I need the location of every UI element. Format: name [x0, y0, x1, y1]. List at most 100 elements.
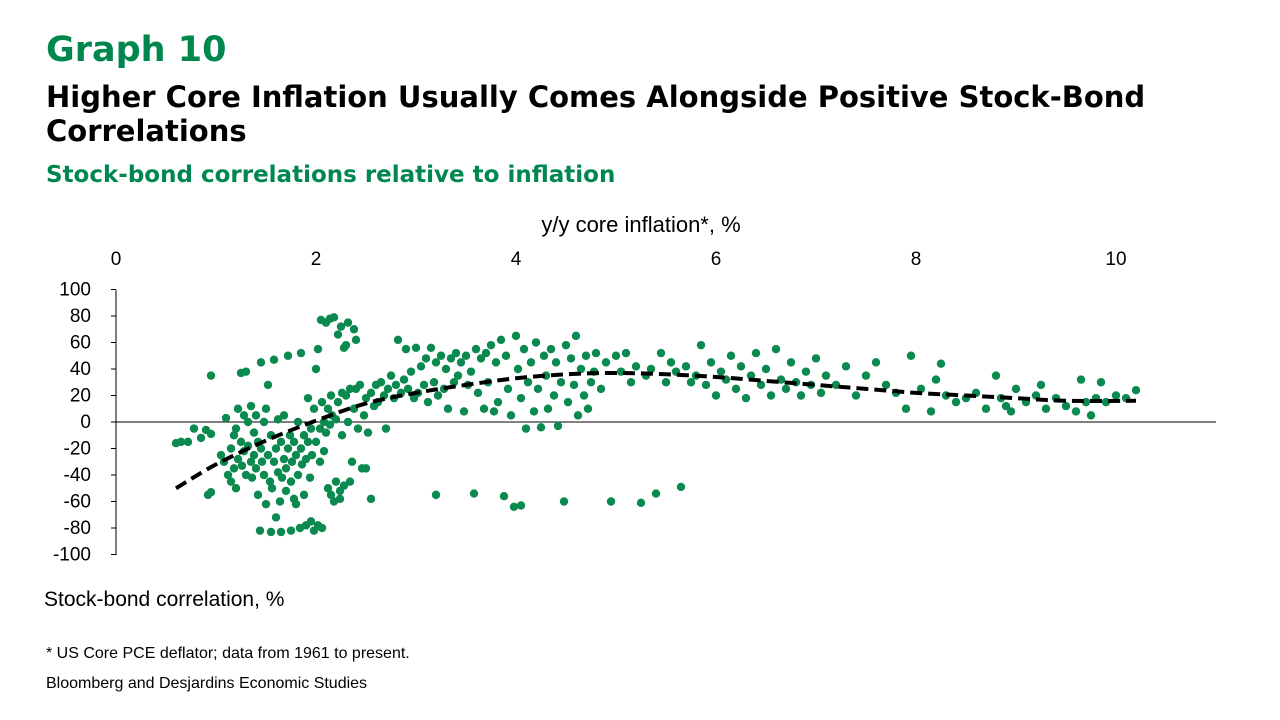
y-tick-label: 0: [80, 412, 91, 433]
data-point: [801, 367, 811, 376]
data-point: [433, 391, 443, 400]
data-point: [331, 415, 341, 424]
data-point: [281, 486, 291, 496]
data-point: [539, 351, 549, 360]
y-tick-label: 60: [70, 333, 91, 354]
data-point: [686, 378, 696, 387]
data-point: [306, 424, 316, 433]
data-point: [571, 331, 581, 341]
data-point: [275, 497, 285, 506]
data-point: [543, 404, 553, 413]
data-point: [1006, 407, 1016, 416]
data-point: [261, 404, 271, 413]
data-point: [229, 431, 239, 440]
data-point: [579, 391, 589, 400]
data-point: [347, 457, 357, 466]
data-point: [326, 391, 336, 400]
data-point: [533, 384, 543, 394]
data-point: [315, 424, 325, 433]
data-point: [247, 473, 257, 482]
y-tick-label: 20: [70, 386, 91, 407]
data-point: [481, 348, 491, 358]
data-point: [315, 457, 325, 466]
data-point: [861, 371, 871, 380]
data-point: [359, 411, 369, 420]
data-point: [646, 364, 656, 374]
data-point: [341, 340, 351, 350]
data-point: [931, 375, 941, 384]
data-point: [561, 340, 571, 350]
data-point: [337, 431, 347, 440]
chart-subtitle: Stock-bond correlations relative to infl…: [46, 162, 616, 188]
data-point: [726, 351, 736, 360]
data-point: [406, 367, 416, 376]
y-axis-label: Stock-bond correlation, %: [44, 588, 285, 611]
data-point: [1036, 380, 1046, 390]
data-point: [291, 450, 301, 460]
trend-line: [174, 370, 1137, 490]
data-point: [231, 424, 241, 433]
data-point: [317, 523, 327, 533]
data-point: [751, 348, 761, 358]
data-point: [736, 362, 746, 371]
data-point: [267, 484, 277, 493]
data-point: [263, 380, 273, 390]
data-point: [523, 378, 533, 387]
data-point: [496, 335, 506, 345]
data-point: [265, 477, 275, 486]
data-point: [313, 344, 323, 354]
data-point: [936, 359, 946, 368]
data-point: [279, 411, 289, 420]
data-point: [326, 490, 336, 500]
data-point: [331, 477, 341, 486]
data-point: [786, 358, 796, 367]
data-point: [421, 354, 431, 363]
data-point: [399, 375, 409, 384]
data-point: [287, 457, 297, 466]
footnote: * US Core PCE deflator; data from 1961 t…: [46, 645, 410, 662]
data-point: [401, 344, 411, 354]
data-point: [511, 331, 521, 341]
data-point: [676, 482, 686, 492]
data-point: [981, 404, 991, 413]
data-point: [459, 407, 469, 416]
data-point: [345, 384, 355, 394]
data-point: [461, 351, 471, 360]
data-point: [871, 358, 881, 367]
data-point: [519, 344, 529, 354]
data-point: [1096, 378, 1106, 387]
data-point: [286, 526, 296, 535]
data-point: [353, 424, 363, 433]
data-point: [621, 348, 631, 358]
data-point: [335, 494, 345, 504]
data-point: [569, 380, 579, 390]
data-point: [489, 407, 499, 416]
data-point: [285, 431, 295, 440]
data-point: [513, 364, 523, 374]
data-point: [441, 364, 451, 374]
data-point: [343, 318, 353, 327]
data-point: [503, 384, 513, 394]
data-points: [171, 313, 1141, 537]
data-point: [486, 340, 496, 350]
data-point: [239, 411, 249, 420]
data-point: [249, 428, 259, 437]
data-point: [345, 477, 355, 486]
data-point: [291, 499, 301, 509]
data-point: [216, 450, 226, 460]
data-point: [811, 354, 821, 363]
data-point: [286, 477, 296, 486]
x-tick-label: 0: [111, 249, 122, 270]
data-point: [1076, 375, 1086, 384]
data-point: [473, 388, 483, 398]
data-point: [363, 428, 373, 437]
data-point: [509, 502, 519, 511]
data-point: [251, 464, 261, 473]
data-point: [516, 393, 526, 403]
data-point: [366, 388, 376, 398]
data-point: [271, 444, 281, 453]
data-point: [431, 358, 441, 367]
data-point: [456, 358, 466, 367]
data-point: [246, 457, 256, 466]
y-tick-label: -20: [64, 439, 91, 460]
